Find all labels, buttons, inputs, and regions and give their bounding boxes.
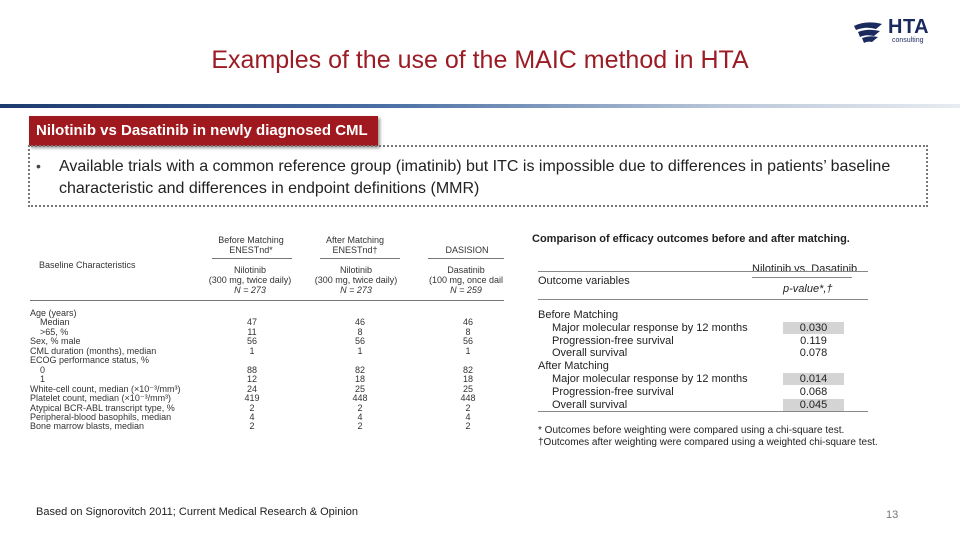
table-row-label: Age (years) [30,308,77,318]
table-row-label: 0 [30,364,46,375]
divider [428,258,504,259]
header-rule [0,104,960,108]
table-cell: 8 [357,326,363,337]
table-cell: 47 [246,317,257,328]
table-cell: 56 [246,336,257,347]
pvalue-cell: 0.119 [800,334,827,347]
divider [30,300,504,301]
column-header-3: Dasatinib (100 mg, once dail N = 259 [428,265,504,295]
table-row-label: 1 [30,374,46,385]
pvalue-cell: 0.068 [799,385,828,398]
table-cell: 1 [249,345,255,356]
table-cell: 2 [249,402,255,413]
table-cell: 448 [460,393,476,404]
column-header-1: Nilotinib (300 mg, twice daily) N = 273 [208,265,292,295]
table-cell: 4 [357,411,363,422]
table-row-label: CML duration (months), median [30,345,157,356]
outcome-label: Overall survival [552,347,628,360]
pvalue-cell: 0.045 [799,398,828,411]
footnote: †Outcomes after weighting were compared … [538,437,878,448]
group-header-2: After Matching ENESTnd† [325,235,385,255]
outcome-label: Overall survival [552,398,628,411]
outcome-label: Progression-free survival [552,385,674,398]
divider [538,411,868,412]
divider [212,258,292,259]
outcome-table: Comparison of efficacy outcomes before a… [530,232,912,454]
divider [538,271,868,272]
group-header-3: DASISION [445,245,489,255]
group-title: After Matching [538,360,609,373]
table-cell: 11 [247,326,257,337]
pvalue-cell: 0.014 [799,373,828,385]
table-cell: 25 [354,383,365,394]
table-cell: 24 [246,383,257,394]
table-row-label: Bone marrow blasts, median [30,421,145,432]
table-cell: 25 [462,383,473,394]
table-cell: 88 [246,364,257,375]
outcome-column-header: Outcome variables [538,275,630,287]
footnote: * Outcomes before weighting were compare… [538,425,845,436]
table-cell: 18 [354,374,365,385]
table-row-label: Sex, % male [30,336,81,347]
logo-icon [854,22,882,43]
table-cell: 1 [357,345,363,356]
table-cell: 2 [357,421,363,432]
bullet-marker: • [36,158,41,174]
table-cell: 4 [465,411,471,422]
pvalue-header: p-value*,† [783,283,833,295]
section-tag: Nilotinib vs Dasatinib in newly diagnose… [29,116,378,146]
table-cell: 419 [244,393,260,404]
table-cell: 2 [465,421,471,432]
table-cell: 46 [462,317,473,328]
logo-name: HTA [888,16,930,38]
outcome-label: Progression-free survival [552,334,674,347]
row-header: Baseline Characteristics [39,260,136,270]
table-row-label: ECOG performance status, % [30,355,150,366]
table-row-label: Atypical BCR-ABL transcript type, % [30,402,175,413]
source-citation: Based on Signorovitch 2011; Current Medi… [36,506,359,518]
table-cell: 448 [352,393,368,404]
column-header-2: Nilotinib (300 mg, twice daily) N = 273 [314,265,398,295]
table-cell: 56 [354,336,365,347]
table-row-label: White-cell count, median (×10⁻³/mm³) [30,383,181,394]
table-cell: 82 [462,364,473,375]
table-cell: 82 [354,364,365,375]
pvalue-highlight [783,398,844,411]
outcome-label: Major molecular response by 12 months [552,373,748,385]
divider [752,277,852,278]
table-cell: 12 [246,374,257,385]
table-cell: 4 [249,411,255,422]
divider [320,258,400,259]
slide-title: Examples of the use of the MAIC method i… [211,46,749,74]
pvalue-cell: 0.030 [799,321,828,334]
table-cell: 2 [357,402,363,413]
table-row-label: >65, % [30,326,69,337]
comparison-header: Nilotinib vs. Dasatinib [752,263,858,275]
group-title: Before Matching [538,309,619,321]
divider [538,299,868,300]
bullet-text: Available trials with a common reference… [59,158,891,197]
baseline-table: Before Matching ENESTnd* After Matching … [30,232,512,464]
table-row-label: Peripheral-blood basophils, median [30,411,172,422]
table-row-label: Platelet count, median (×10⁻³/mm³) [30,393,172,404]
group-header-1: Before Matching ENESTnd* [218,235,284,255]
table-cell: 1 [465,345,471,356]
pvalue-highlight [783,373,844,385]
pvalue-cell: 0.078 [799,347,828,360]
table-cell: 18 [462,374,473,385]
hta-logo: HTA consulting [852,16,942,50]
table-cell: 2 [465,402,471,413]
page-number: 13 [886,509,899,521]
outcome-label: Major molecular response by 12 months [552,321,748,334]
table-cell: 2 [249,421,255,432]
outcome-caption: Comparison of efficacy outcomes before a… [532,233,850,245]
table-cell: 56 [462,336,473,347]
logo-sub: consulting [892,37,924,44]
table-cell: 8 [465,326,471,337]
table-row-label: Median [30,317,70,328]
table-cell: 46 [354,317,365,328]
bullet-box [28,145,928,207]
pvalue-highlight [783,321,844,334]
